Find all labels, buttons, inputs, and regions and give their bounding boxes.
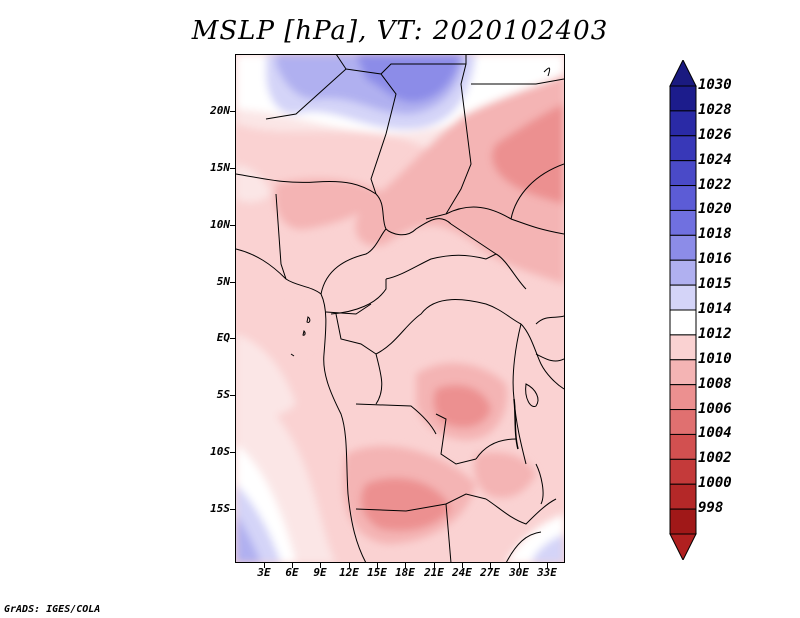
y-tick	[230, 168, 236, 169]
colorbar-label: 1028	[698, 101, 732, 118]
map-title: MSLP [hPa], VT: 2020102403	[191, 16, 609, 46]
y-axis-label-EQ: EQ	[216, 331, 230, 344]
y-axis-label-5S: 5S	[216, 388, 230, 401]
pressure-map	[236, 54, 564, 563]
x-tick	[434, 563, 435, 568]
x-axis-label-15E: 15E	[367, 566, 387, 579]
colorbar-cell	[669, 384, 697, 411]
y-axis-label-10N: 10N	[210, 218, 230, 231]
colorbar-label: 1015	[698, 276, 732, 293]
x-axis-label-12E: 12E	[339, 566, 359, 579]
y-axis-label-10S: 10S	[210, 445, 230, 458]
colorbar-label: 1006	[698, 400, 732, 417]
colorbar	[669, 60, 697, 560]
y-axis-label-20N: 20N	[210, 104, 230, 117]
y-tick	[230, 452, 236, 453]
x-axis-label-18E: 18E	[395, 566, 415, 579]
x-axis-label-27E: 27E	[480, 566, 500, 579]
y-tick	[230, 395, 236, 396]
x-axis-label-30E: 30E	[509, 566, 529, 579]
colorbar-label: 1022	[698, 176, 732, 193]
y-axis-label-5N: 5N	[216, 275, 230, 288]
x-tick	[349, 563, 350, 568]
y-tick	[230, 509, 236, 510]
x-axis-label-33E: 33E	[537, 566, 557, 579]
grads-credit: GrADS: IGES/COLA	[4, 604, 101, 615]
x-tick	[405, 563, 406, 568]
colorbar-cell	[669, 458, 697, 485]
colorbar-label: 1000	[698, 475, 732, 492]
colorbar-cell	[669, 135, 697, 162]
x-tick	[462, 563, 463, 568]
y-axis-label-15S: 15S	[210, 502, 230, 515]
x-axis-label-3E: 3E	[257, 566, 271, 579]
colorbar-label: 1012	[698, 325, 732, 342]
x-tick	[519, 563, 520, 568]
colorbar-top-cap	[669, 60, 697, 87]
colorbar-cell	[669, 409, 697, 435]
colorbar-cell	[669, 110, 697, 137]
colorbar-label: 1020	[698, 201, 732, 218]
colorbar-label: 1024	[698, 151, 732, 168]
x-tick	[490, 563, 491, 568]
colorbar-label: 1008	[698, 375, 732, 392]
colorbar-label: 1030	[698, 77, 732, 93]
colorbar-cell	[669, 508, 697, 535]
x-axis-label-9E: 9E	[313, 566, 327, 579]
colorbar-cell	[669, 185, 697, 211]
colorbar-label: 998	[698, 500, 724, 517]
x-axis-label-24E: 24E	[452, 566, 472, 579]
x-tick	[377, 563, 378, 568]
colorbar-cell	[669, 334, 697, 361]
y-tick	[230, 338, 236, 339]
colorbar-cell	[669, 359, 697, 386]
x-axis-label-6E: 6E	[285, 566, 299, 579]
y-axis-label-15N: 15N	[210, 161, 230, 174]
colorbar-cell	[669, 309, 697, 336]
colorbar-label: 1016	[698, 251, 732, 268]
islands	[290, 67, 551, 357]
colorbar-cell	[669, 259, 697, 286]
x-tick	[264, 563, 265, 568]
x-tick	[547, 563, 548, 568]
colorbar-cell	[669, 433, 697, 460]
colorbar-bottom-cap	[669, 533, 697, 560]
colorbar-label: 1018	[698, 226, 732, 243]
colorbar-label: 1002	[698, 450, 732, 467]
colorbar-cell	[669, 85, 697, 112]
x-tick	[292, 563, 293, 568]
country-borders	[236, 54, 564, 563]
colorbar-label: 1004	[698, 425, 732, 442]
colorbar-cell	[669, 284, 697, 311]
colorbar-cell	[669, 209, 697, 236]
colorbar-cells	[669, 60, 697, 560]
colorbar-cell	[669, 234, 697, 261]
y-tick	[230, 282, 236, 283]
x-tick	[320, 563, 321, 568]
y-tick	[230, 111, 236, 112]
colorbar-cell	[669, 483, 697, 510]
colorbar-label: 1014	[698, 301, 732, 317]
colorbar-label: 1010	[698, 350, 732, 367]
colorbar-cell	[669, 160, 697, 187]
y-tick	[230, 225, 236, 226]
map-canvas	[236, 54, 564, 563]
x-axis-label-21E: 21E	[424, 566, 444, 579]
colorbar-label: 1026	[698, 126, 732, 143]
